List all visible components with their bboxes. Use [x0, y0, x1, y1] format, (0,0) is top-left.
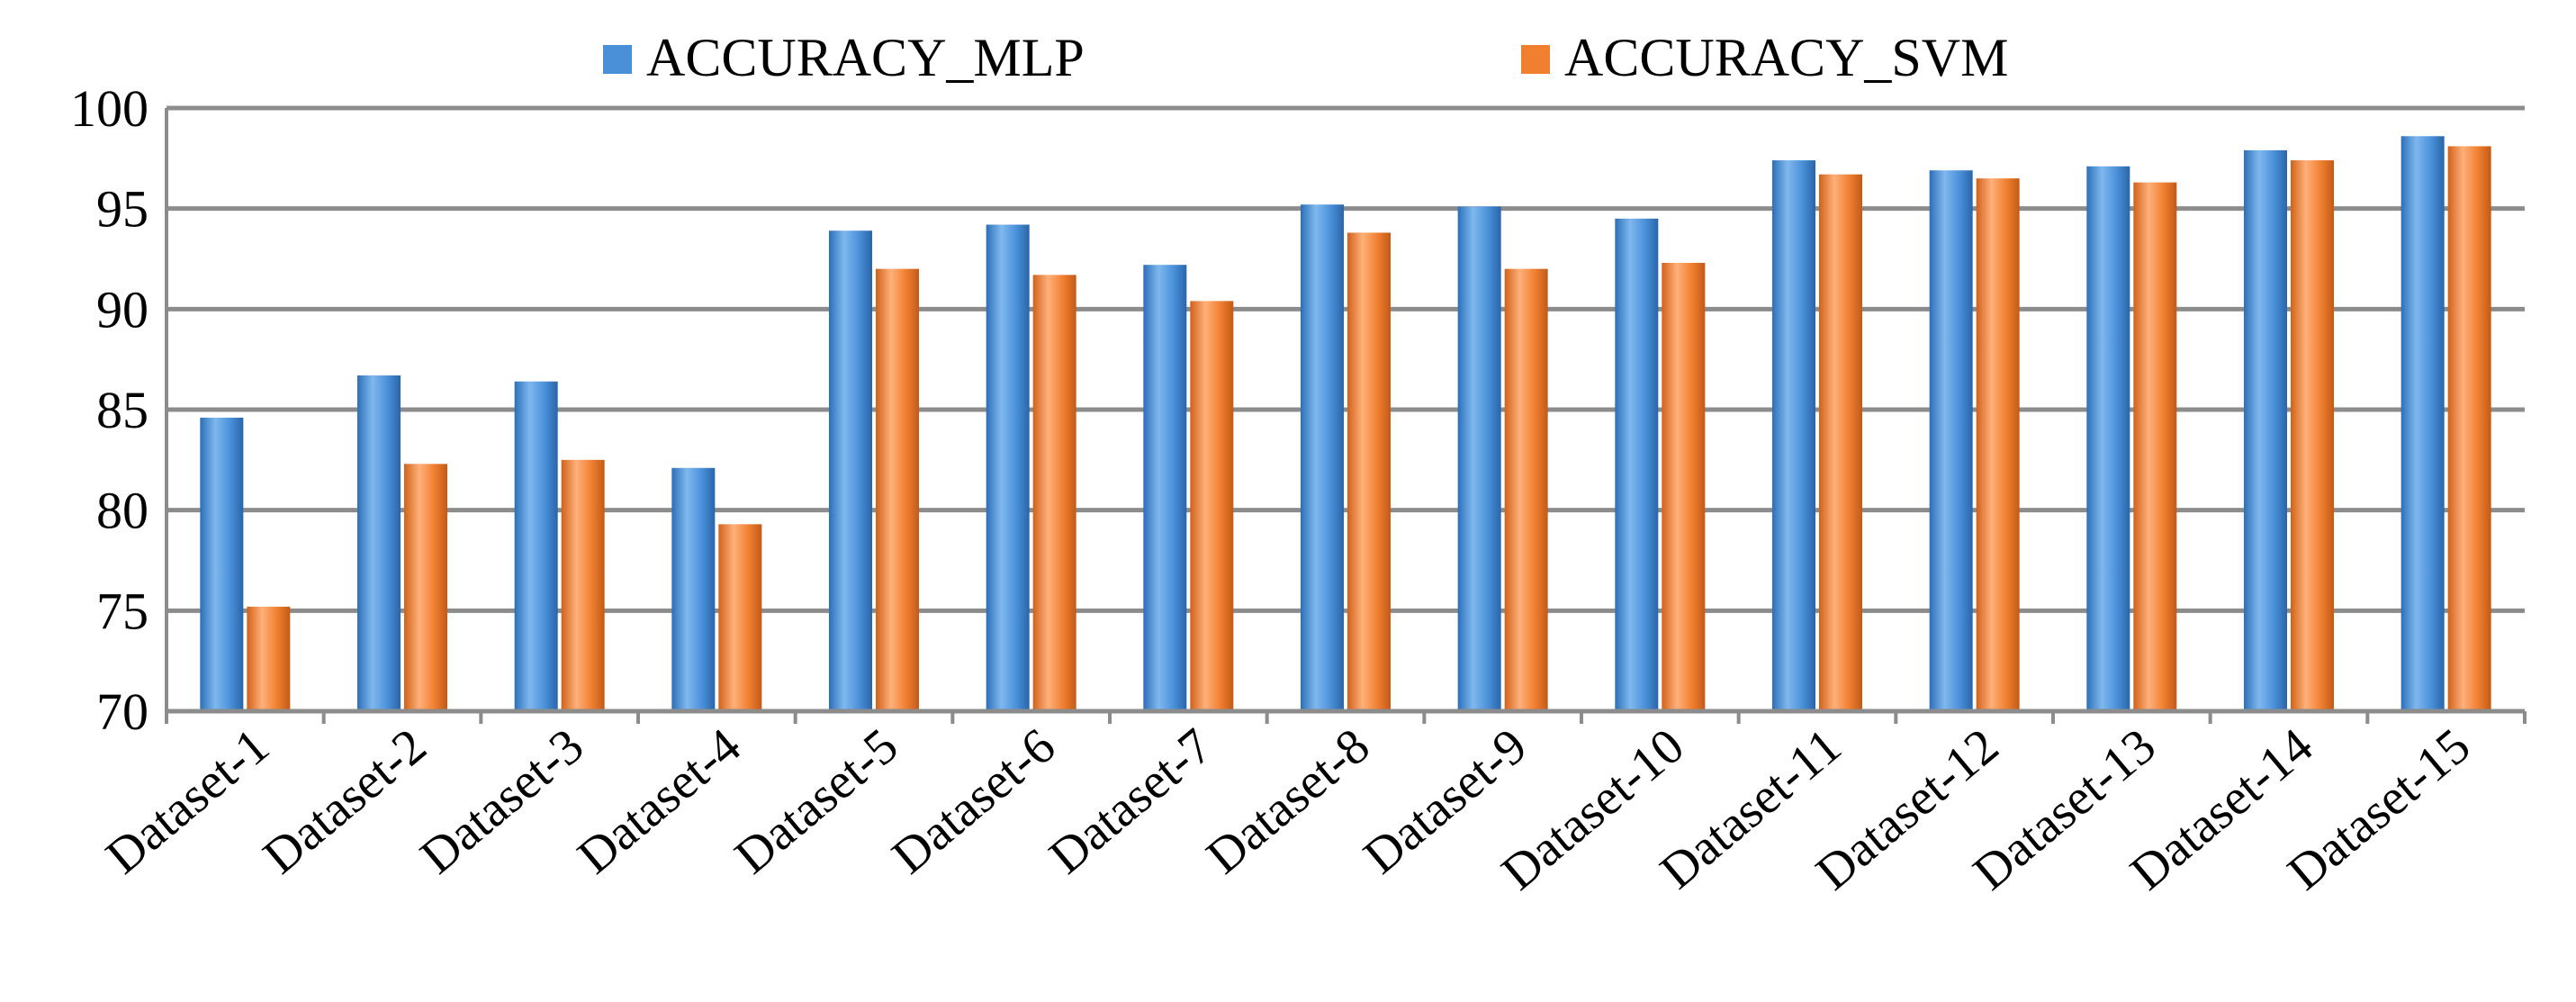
legend-swatch-mlp — [603, 45, 632, 74]
bar-svm-12 — [1976, 178, 2020, 711]
y-tick-label: 100 — [70, 79, 149, 138]
bar-svm-2 — [404, 464, 447, 711]
bar-mlp-13 — [2086, 166, 2130, 711]
bar-mlp-6 — [986, 224, 1030, 712]
x-tick-label: Dataset-2 — [253, 718, 437, 884]
y-tick-label: 70 — [96, 682, 149, 741]
legend-label-svm: ACCURACY_SVM — [1564, 28, 2008, 87]
bar-svm-8 — [1347, 232, 1391, 711]
x-tick-label: Dataset-7 — [1039, 718, 1222, 884]
bar-mlp-8 — [1301, 204, 1344, 711]
x-tick-label: Dataset-8 — [1196, 718, 1380, 884]
x-tick-label: Dataset-6 — [882, 718, 1066, 884]
bar-svm-6 — [1032, 275, 1076, 711]
grid-lines — [167, 105, 2525, 613]
bar-svm-13 — [2133, 182, 2177, 712]
x-tick-label: Dataset-1 — [95, 718, 279, 884]
x-tick-label: Dataset-5 — [725, 718, 908, 884]
bar-mlp-11 — [1772, 160, 1815, 712]
bar-mlp-2 — [357, 375, 401, 711]
y-tick-label: 85 — [96, 381, 149, 439]
bar-svm-15 — [2447, 146, 2491, 711]
bars — [200, 136, 2491, 712]
bar-svm-9 — [1504, 268, 1548, 711]
y-tick-label: 80 — [96, 482, 149, 540]
bar-svm-3 — [561, 459, 605, 711]
bar-svm-4 — [718, 524, 762, 711]
bar-svm-14 — [2291, 160, 2334, 712]
bar-mlp-12 — [1929, 170, 1973, 711]
legend: ACCURACY_MLP ACCURACY_SVM — [603, 28, 2008, 87]
x-tick-label: Dataset-3 — [410, 718, 594, 884]
bar-svm-5 — [876, 268, 919, 711]
bar-mlp-4 — [671, 467, 716, 711]
bar-mlp-14 — [2244, 149, 2287, 711]
bar-mlp-3 — [514, 381, 558, 711]
y-tick-label: 90 — [96, 280, 149, 339]
x-tick-label: Dataset-4 — [567, 718, 751, 884]
bar-mlp-10 — [1615, 218, 1659, 712]
bar-svm-7 — [1190, 301, 1234, 711]
bar-svm-11 — [1819, 174, 1862, 711]
bar-mlp-5 — [829, 230, 872, 711]
bar-svm-1 — [247, 606, 291, 711]
bar-mlp-9 — [1457, 206, 1501, 711]
bar-mlp-7 — [1143, 265, 1187, 711]
y-tick-label: 95 — [96, 180, 149, 239]
y-tick-label: 75 — [96, 582, 149, 640]
bar-mlp-15 — [2400, 136, 2445, 711]
bar-mlp-1 — [200, 417, 244, 711]
legend-swatch-svm — [1521, 45, 1550, 74]
bar-svm-10 — [1662, 262, 1706, 711]
legend-label-mlp: ACCURACY_MLP — [646, 28, 1085, 87]
